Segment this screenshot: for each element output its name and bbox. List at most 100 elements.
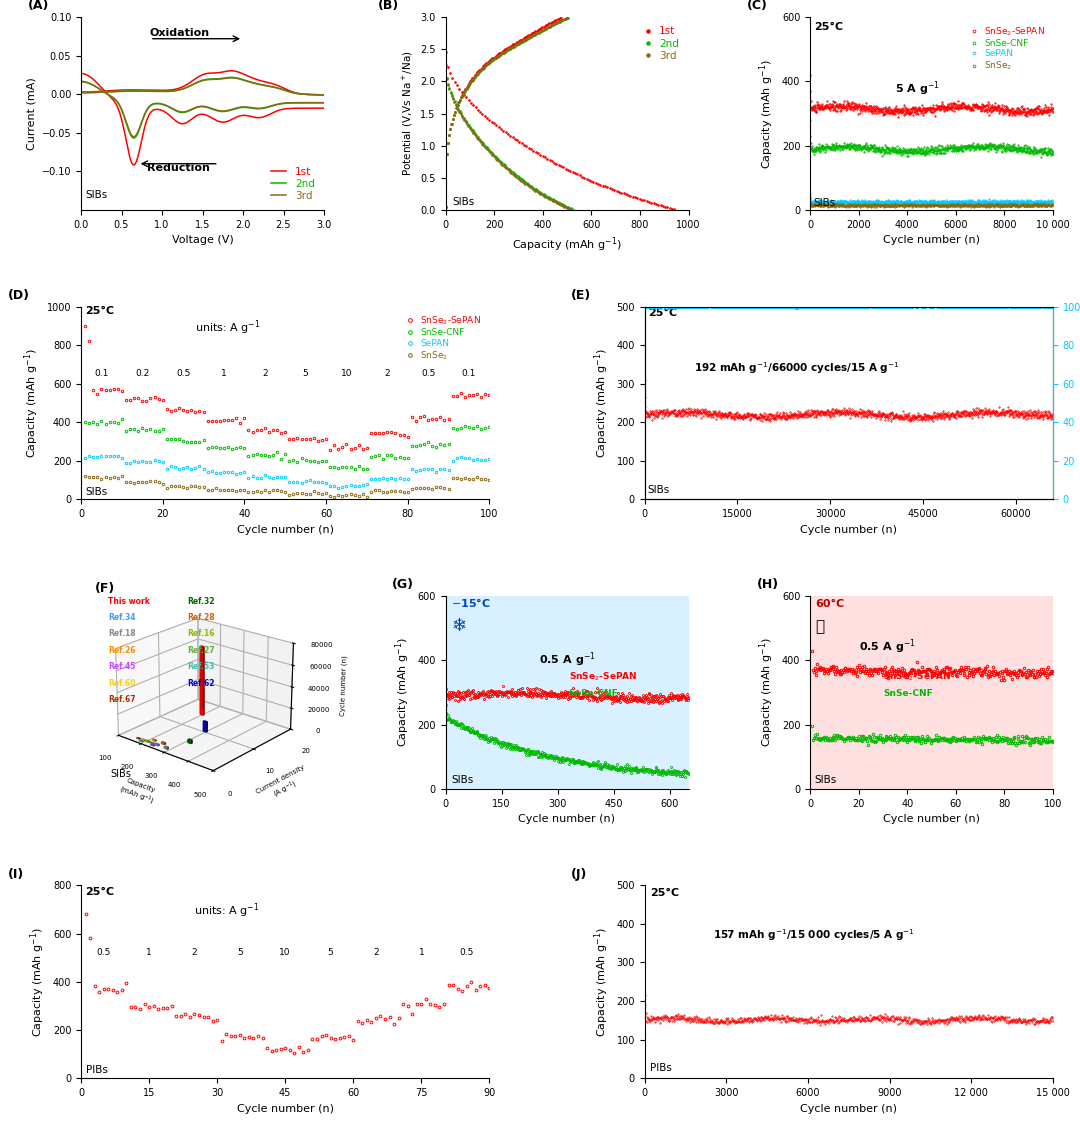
SePAN — [945, 195, 958, 209]
SnSe$_2$-SePAN — [157, 394, 170, 407]
SnSe-CNF — [291, 455, 303, 469]
Text: 10: 10 — [340, 369, 352, 378]
SnSe$_2$ — [455, 472, 468, 486]
Y-axis label: Current density
(A g$^{-1}$): Current density (A g$^{-1}$) — [255, 764, 312, 808]
SnSe-CNF — [177, 434, 190, 447]
Line: 1st: 1st — [81, 71, 324, 95]
3rd — [565, 203, 578, 217]
Text: 5 A g$^{-1}$: 5 A g$^{-1}$ — [895, 80, 940, 98]
SnSe$_2$-SePAN — [483, 388, 496, 402]
3rd — [558, 200, 571, 213]
SnSe$_2$-SePAN — [467, 388, 480, 402]
2nd — [515, 172, 528, 186]
SnSe$_2$ — [945, 197, 958, 211]
3rd — [318, 88, 330, 102]
X-axis label: Cycle number (n): Cycle number (n) — [237, 1103, 334, 1114]
Text: SnSe-CNF: SnSe-CNF — [569, 689, 619, 697]
SePAN — [959, 195, 972, 209]
SnSe$_2$ — [320, 486, 333, 500]
SnSe$_2$ — [804, 191, 816, 204]
Y-axis label: Potential (V,Vs Na$^+$/Na): Potential (V,Vs Na$^+$/Na) — [401, 51, 415, 177]
Text: Ref.28: Ref.28 — [187, 613, 215, 622]
Text: 2: 2 — [384, 369, 390, 378]
Line: SnSe$_2$: SnSe$_2$ — [84, 475, 490, 499]
Text: Ref.32: Ref.32 — [187, 597, 215, 606]
Text: 60°C: 60°C — [815, 599, 845, 609]
Text: 5: 5 — [327, 948, 334, 957]
Text: PIBs: PIBs — [85, 1065, 107, 1075]
Text: 0.1: 0.1 — [94, 369, 109, 378]
Text: Oxidation: Oxidation — [150, 27, 210, 38]
SePAN — [111, 448, 124, 462]
Text: SIBs: SIBs — [451, 775, 473, 785]
Text: ❄: ❄ — [451, 617, 467, 636]
Text: 0.5 A g$^{-1}$: 0.5 A g$^{-1}$ — [859, 638, 916, 656]
Text: (E): (E) — [571, 289, 592, 302]
Text: Ref.45: Ref.45 — [108, 662, 135, 671]
Text: (G): (G) — [392, 578, 414, 591]
SnSe$_2$ — [988, 199, 1001, 212]
Text: 1: 1 — [146, 948, 152, 957]
1st — [99, 84, 112, 98]
Text: Reduction: Reduction — [147, 163, 211, 173]
2nd — [265, 80, 278, 94]
SnSe-CNF — [1013, 140, 1026, 154]
3rd — [468, 128, 481, 141]
Text: 0.5: 0.5 — [96, 948, 111, 957]
Text: (D): (D) — [8, 289, 29, 302]
3rd — [554, 197, 567, 211]
3rd — [269, 81, 282, 95]
SnSe-CNF — [804, 113, 816, 127]
SnSe$_2$-SePAN — [320, 432, 333, 446]
SnSe$_2$-SePAN — [455, 387, 468, 400]
Text: 0.5 A g$^{-1}$: 0.5 A g$^{-1}$ — [539, 650, 596, 669]
SePAN — [819, 195, 832, 209]
Y-axis label: Current (mA): Current (mA) — [26, 78, 36, 149]
1st — [242, 70, 255, 83]
SePAN — [1013, 195, 1026, 209]
Line: 3rd: 3rd — [81, 78, 324, 95]
Text: 5: 5 — [237, 948, 243, 957]
Text: 25°C: 25°C — [85, 887, 114, 897]
3rd — [463, 121, 476, 135]
SnSe$_2$-SePAN — [945, 98, 958, 112]
1st — [75, 86, 87, 99]
SnSe-CNF — [116, 412, 129, 426]
Text: SnSe-CNF: SnSe-CNF — [883, 689, 933, 697]
SnSe$_2$-SePAN — [819, 100, 832, 114]
SnSe-CNF — [988, 140, 1001, 154]
SnSe$_2$-SePAN — [287, 431, 300, 445]
Text: 10: 10 — [280, 948, 291, 957]
Text: 0.5: 0.5 — [421, 369, 435, 378]
SnSe-CNF — [79, 415, 92, 429]
Line: 3rd: 3rd — [444, 65, 572, 211]
SnSe$_2$-SePAN — [891, 110, 904, 123]
1st — [576, 170, 589, 184]
1st — [492, 120, 505, 133]
SnSe-CNF — [324, 460, 337, 474]
SnSe$_2$-SePAN — [804, 68, 816, 82]
Text: 0.2: 0.2 — [135, 369, 149, 378]
Text: SnSe$_2$-SePAN: SnSe$_2$-SePAN — [883, 671, 951, 683]
2nd — [556, 197, 569, 211]
Text: Ref.26: Ref.26 — [108, 646, 135, 655]
1st — [483, 113, 496, 127]
SnSe$_2$ — [1013, 199, 1026, 212]
X-axis label: Cycle number (n): Cycle number (n) — [800, 1103, 897, 1114]
SnSe-CNF — [945, 140, 958, 154]
Line: SnSe-CNF: SnSe-CNF — [809, 120, 1054, 157]
3rd — [225, 71, 238, 84]
3rd — [99, 86, 112, 99]
SnSe$_2$ — [79, 469, 92, 483]
SnSe$_2$-SePAN — [1047, 102, 1059, 115]
Line: SePAN: SePAN — [809, 193, 1054, 205]
2nd — [440, 58, 453, 72]
3rd — [181, 80, 194, 94]
SnSe$_2$ — [951, 197, 964, 211]
Text: (A): (A) — [28, 0, 49, 13]
SePAN — [951, 196, 964, 210]
SnSe-CNF — [819, 140, 832, 154]
1st — [667, 203, 680, 217]
Text: SIBs: SIBs — [110, 769, 131, 779]
SnSe-CNF — [471, 419, 484, 432]
